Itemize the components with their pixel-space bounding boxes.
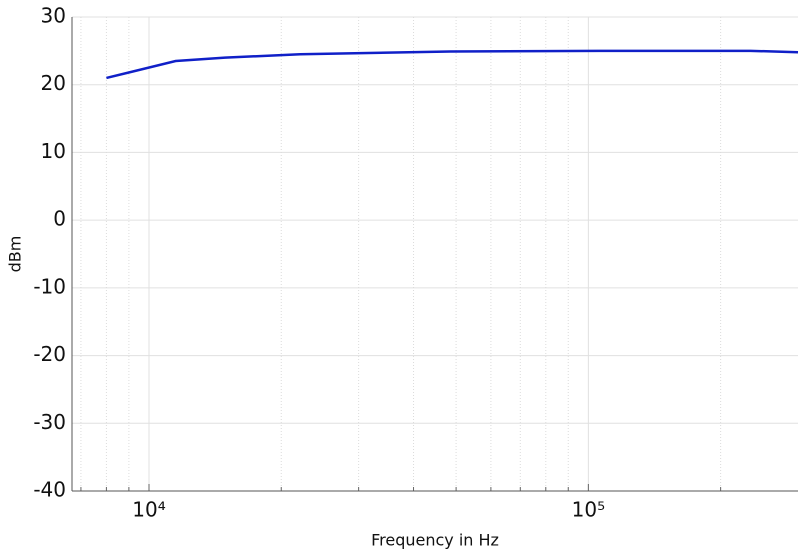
y-tick-label: 10 [41,139,66,163]
data-line [106,49,799,80]
y-tick-label: -30 [33,410,66,434]
y-axis-label: dBm [6,236,25,273]
y-tick-label: -20 [33,342,66,366]
y-tick-label: 30 [41,4,66,28]
x-axis-label: Frequency in Hz [371,531,499,550]
y-tick-label: -10 [33,274,66,298]
y-tick-label: 20 [41,71,66,95]
x-tick-label: 10⁴ [132,498,165,522]
y-tick-label: -40 [33,478,66,502]
x-tick-label: 10⁵ [572,498,605,522]
y-tick-label: 0 [53,207,66,231]
